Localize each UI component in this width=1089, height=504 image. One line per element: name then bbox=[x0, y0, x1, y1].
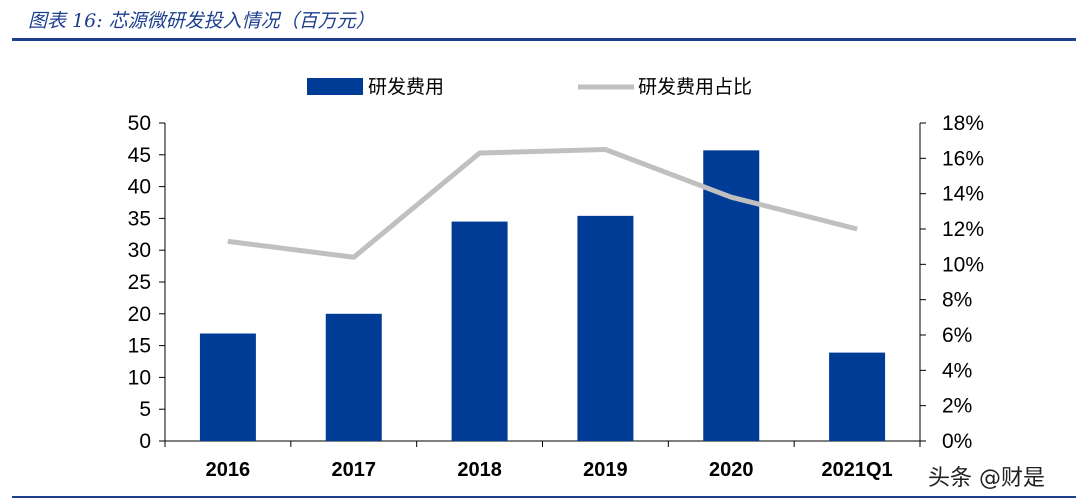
bar-2017 bbox=[325, 313, 382, 441]
right-tick-label: 18% bbox=[942, 112, 984, 135]
x-tick-label: 2020 bbox=[709, 459, 754, 481]
left-tick-label: 10 bbox=[128, 366, 151, 389]
ratio-point-2020 bbox=[730, 196, 732, 198]
x-tick-label: 2018 bbox=[457, 459, 502, 481]
title-rule bbox=[12, 38, 1076, 41]
left-tick-label: 30 bbox=[128, 239, 151, 262]
left-tick-label: 0 bbox=[139, 430, 151, 453]
ratio-line bbox=[227, 147, 858, 260]
x-tick-label: 2019 bbox=[583, 459, 628, 481]
left-tick-label: 45 bbox=[128, 144, 151, 167]
left-tick-label: 15 bbox=[128, 335, 151, 358]
right-tick-label: 2% bbox=[942, 395, 972, 418]
x-tick-label: 2017 bbox=[332, 459, 377, 481]
bars bbox=[199, 150, 886, 441]
right-tick-label: 12% bbox=[942, 218, 984, 241]
legend-line-label: 研发费用占比 bbox=[638, 76, 752, 98]
left-tick-label: 5 bbox=[139, 398, 151, 421]
ratio-polyline bbox=[227, 147, 858, 260]
ratio-point-2021Q1 bbox=[856, 228, 858, 230]
right-tick-label: 14% bbox=[942, 183, 984, 206]
x-tick-label: 2016 bbox=[206, 459, 251, 481]
right-tick-label: 0% bbox=[942, 430, 972, 453]
right-tick-label: 4% bbox=[942, 359, 972, 382]
x-tick-label: 2021Q1 bbox=[821, 459, 892, 481]
bar-2019 bbox=[577, 215, 634, 441]
bar-2016 bbox=[199, 333, 256, 441]
bar-2021Q1 bbox=[829, 352, 886, 441]
bar-2018 bbox=[451, 221, 508, 441]
watermark: 头条 @财是 bbox=[928, 466, 1045, 491]
legend-bar-label: 研发费用 bbox=[368, 76, 444, 98]
bar-2020 bbox=[703, 150, 760, 441]
ratio-point-2018 bbox=[479, 152, 481, 154]
left-tick-label: 50 bbox=[128, 112, 151, 135]
right-tick-label: 10% bbox=[942, 253, 984, 276]
left-tick-label: 40 bbox=[128, 176, 151, 199]
chart-title: 图表 16: 芯源微研发投入情况（百万元） bbox=[28, 10, 375, 32]
ratio-point-2017 bbox=[353, 256, 355, 258]
legend: 研发费用 研发费用占比 bbox=[307, 76, 752, 98]
legend-bar-swatch bbox=[307, 78, 363, 95]
left-tick-label: 20 bbox=[128, 303, 151, 326]
left-tick-label: 25 bbox=[128, 271, 151, 294]
axis-labels: 0 5 10 15 20 25 30 35 40 45 50 0% 2% 4% 6% 8% 10% 12% 14% 1… bbox=[128, 112, 984, 481]
right-tick-label: 8% bbox=[942, 289, 972, 312]
ratio-point-2019 bbox=[604, 149, 606, 150]
axes bbox=[159, 122, 926, 447]
ratio-point-2016 bbox=[227, 240, 229, 242]
footer-rule bbox=[12, 496, 1076, 498]
right-tick-label: 16% bbox=[942, 147, 984, 170]
left-tick-label: 35 bbox=[128, 207, 151, 230]
right-tick-label: 6% bbox=[942, 324, 972, 347]
